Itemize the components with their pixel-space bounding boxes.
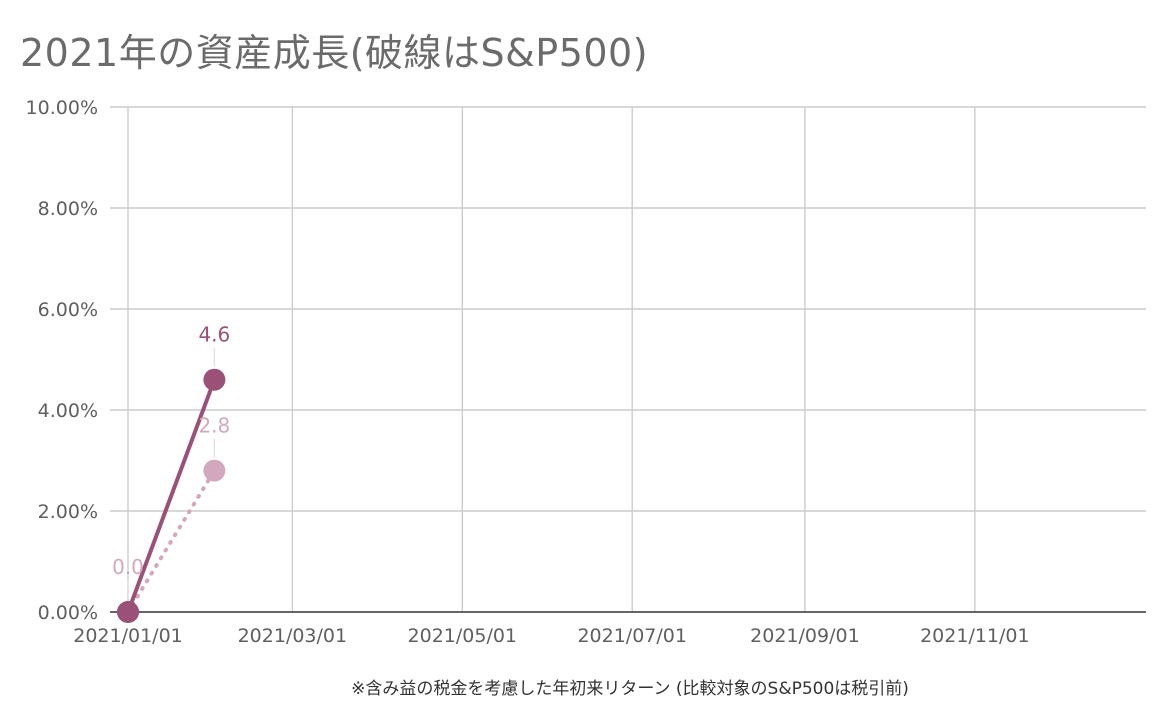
y-tick-label: 8.00%: [38, 198, 98, 220]
data-point: [117, 601, 139, 623]
data-point: [203, 368, 226, 391]
y-tick-label: 0.00%: [38, 602, 98, 624]
chart-title: 2021年の資産成長(破線はS&P500): [20, 31, 649, 75]
series-line-solid: [126, 377, 217, 614]
data-label: 4.6: [198, 323, 230, 347]
data-label: 0.0: [112, 555, 144, 579]
x-tick-label: 2021/09/01: [750, 625, 860, 647]
data-label: 2.8: [198, 414, 230, 438]
series-line-dotted: [126, 468, 217, 614]
x-tick-label: 2021/05/01: [408, 625, 518, 647]
y-tick-label: 4.00%: [38, 400, 98, 422]
y-tick-label: 2.00%: [38, 501, 98, 523]
x-tick-label: 2021/07/01: [577, 625, 687, 647]
x-tick-label: 2021/11/01: [920, 625, 1030, 647]
x-tick-label: 2021/01/01: [73, 625, 183, 647]
y-tick-label: 6.00%: [38, 299, 98, 321]
x-tick-label: 2021/03/01: [238, 625, 348, 647]
data-point: [203, 459, 226, 482]
x-axis-caption: ※含み益の税金を考慮した年初来リターン (比較対象のS&P500は税引前): [351, 679, 909, 699]
y-tick-label: 10.00%: [26, 97, 98, 119]
